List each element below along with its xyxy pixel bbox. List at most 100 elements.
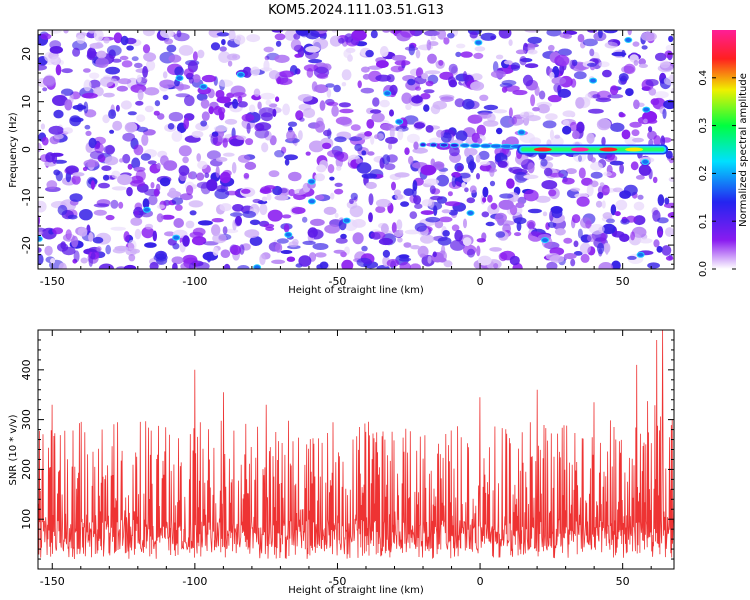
noise-blob [72, 172, 85, 177]
noise-blob [365, 181, 377, 190]
noise-blob [326, 101, 339, 107]
noise-blob [47, 30, 62, 34]
noise-blob [549, 255, 565, 263]
noise-blob [489, 247, 502, 252]
noise-blob [189, 262, 195, 269]
noise-blob [397, 128, 404, 141]
noise-blob [290, 39, 302, 51]
noise-blob [119, 158, 124, 163]
noise-blob [627, 30, 632, 36]
noise-blob [401, 92, 413, 104]
noise-blob [120, 35, 129, 46]
noise-blob [243, 172, 250, 179]
noise-blob [156, 213, 164, 223]
noise-blob [439, 216, 453, 223]
snr-x-ticks: -150 -100 -50 0 50 [40, 330, 652, 588]
noise-blob [258, 107, 275, 118]
noise-blob [448, 209, 458, 216]
noise-blob [623, 184, 638, 196]
noise-blob [162, 94, 169, 100]
carrier-hotspot [625, 147, 644, 152]
noise-blob [215, 157, 228, 162]
noise-peak [641, 158, 650, 165]
noise-blob [434, 220, 444, 229]
carrier-fade-blob [419, 142, 427, 148]
noise-blob [618, 73, 629, 82]
noise-blob [479, 94, 489, 102]
noise-blob [284, 154, 298, 161]
noise-blob [231, 162, 237, 174]
noise-blob [433, 205, 438, 216]
x-tick-label: 50 [616, 575, 630, 588]
noise-blob [182, 156, 189, 164]
noise-blob [474, 46, 486, 52]
noise-blob [136, 114, 146, 122]
x-tick-label: -50 [328, 275, 346, 288]
noise-blob [150, 182, 155, 189]
noise-blob [443, 37, 450, 45]
noise-blob [244, 229, 260, 239]
noise-blob [546, 30, 562, 37]
noise-blob [430, 195, 443, 201]
noise-blob [367, 151, 375, 156]
noise-blob [341, 259, 354, 269]
noise-blob [535, 195, 551, 203]
noise-blob [216, 32, 230, 37]
noise-blob [250, 66, 260, 77]
noise-blob [305, 151, 311, 156]
noise-blob [89, 72, 100, 79]
noise-blob [38, 64, 47, 71]
noise-blob [217, 107, 226, 115]
noise-blob [543, 167, 553, 177]
noise-blob [538, 90, 546, 100]
noise-blob [232, 204, 244, 212]
noise-blob [350, 124, 361, 131]
noise-blob [633, 215, 646, 226]
noise-blob [123, 231, 130, 242]
snr-y-label: SNR (10 * v/v) [8, 414, 19, 485]
noise-blob [218, 51, 231, 63]
x-tick-label: 50 [616, 275, 630, 288]
noise-blob [324, 224, 340, 234]
noise-blob [487, 113, 496, 123]
noise-blob [508, 107, 513, 118]
noise-blob [156, 162, 161, 170]
noise-blob [447, 32, 455, 39]
noise-blob [73, 250, 80, 263]
noise-blob [548, 44, 555, 52]
noise-blob [501, 86, 508, 93]
noise-blob [122, 132, 136, 142]
noise-blob [213, 125, 228, 132]
noise-blob [469, 31, 478, 39]
noise-peak [307, 178, 316, 185]
noise-blob [288, 189, 296, 197]
noise-blob [310, 218, 325, 226]
noise-blob [65, 229, 72, 240]
noise-blob [546, 261, 558, 269]
carrier-fade-blob [439, 142, 449, 148]
noise-blob [454, 229, 463, 242]
noise-blob [371, 232, 381, 240]
noise-blob [232, 92, 247, 98]
noise-blob [131, 157, 141, 170]
noise-blob [228, 30, 236, 42]
noise-blob [371, 112, 385, 123]
noise-blob [108, 109, 117, 119]
noise-blob [183, 68, 194, 78]
noise-blob [293, 188, 307, 195]
noise-blob [361, 245, 368, 252]
noise-blob [384, 163, 396, 171]
noise-blob [242, 210, 256, 218]
noise-blob [302, 240, 316, 245]
noise-peak [624, 37, 633, 43]
noise-peak [253, 264, 262, 269]
noise-blob [102, 114, 110, 124]
noise-blob [96, 246, 102, 252]
noise-blob [237, 265, 250, 269]
noise-blob [480, 32, 497, 41]
noise-peak [466, 210, 475, 216]
noise-blob [38, 200, 47, 213]
noise-blob [506, 178, 515, 189]
noise-blob [386, 74, 395, 83]
noise-blob [123, 264, 137, 269]
